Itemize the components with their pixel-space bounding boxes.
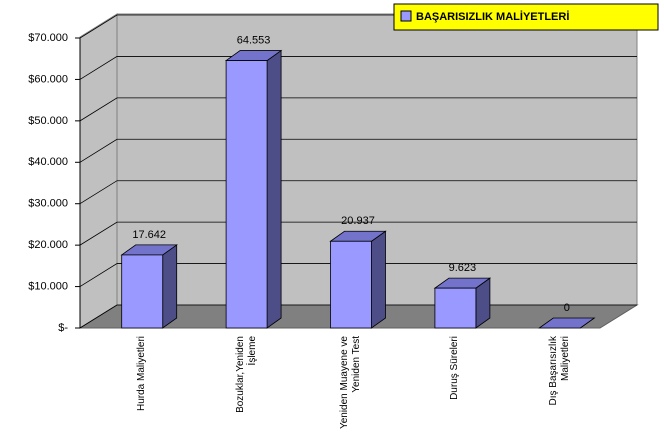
grid-line <box>79 56 637 80</box>
x-tick-label: Duruş Süreleri <box>449 336 461 400</box>
x-tick-label: Hurda Maliyetleri <box>136 336 148 412</box>
value-label: 20.937 <box>341 215 375 227</box>
legend-swatch <box>400 10 412 22</box>
x-tick-label: Yeniden Muayene ve Yeniden Test <box>339 336 362 430</box>
x-tick-label: Bozuklar,Yeniden İşleme <box>234 336 258 413</box>
value-label: 17.642 <box>132 229 166 241</box>
value-label: 64.553 <box>237 34 271 46</box>
bar <box>330 240 372 329</box>
y-tick-label: $70.000 <box>28 32 68 44</box>
legend-label: BAŞARISIZLIK MALİYETLERİ <box>416 10 569 23</box>
grid-line <box>79 180 637 205</box>
value-label: 9.623 <box>449 262 477 274</box>
value-label: 0 <box>564 302 570 314</box>
bar-top <box>538 317 596 329</box>
grid-line <box>79 97 637 122</box>
grid-line <box>79 263 637 287</box>
legend-box <box>393 3 659 31</box>
y-tick-label: $40.000 <box>28 156 68 168</box>
x-tick-label: Dış Başarısızlık Maliyetleri <box>547 336 571 406</box>
grid-line <box>79 221 637 246</box>
y-tick-label: $20.000 <box>28 239 68 251</box>
bar <box>121 254 164 329</box>
y-tick-label: $60.000 <box>28 73 68 85</box>
y-tick-label: $30.000 <box>28 198 68 210</box>
bar <box>225 60 268 329</box>
y-tick-label: $10.000 <box>28 280 68 292</box>
y-tick-label: $50.000 <box>28 115 68 127</box>
bar <box>434 287 477 329</box>
bar-side <box>162 244 178 329</box>
grid-line <box>79 138 637 163</box>
bar-side <box>371 230 386 329</box>
side-wall <box>79 13 118 329</box>
bar-side <box>266 49 282 329</box>
y-tick-label: $- <box>58 322 68 334</box>
